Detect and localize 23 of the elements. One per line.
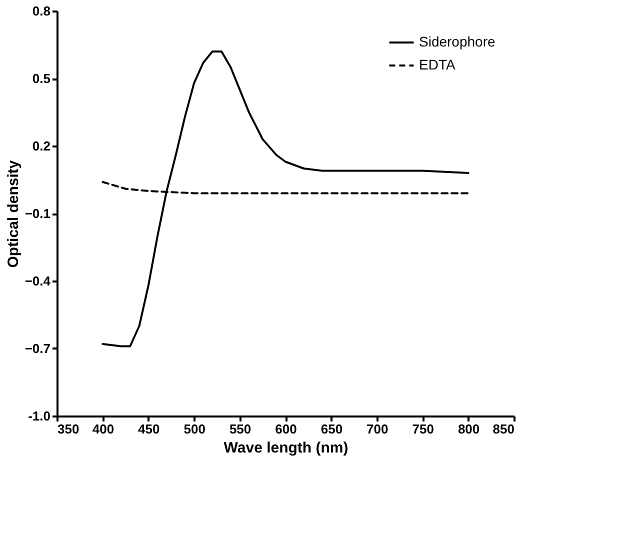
y-tick-label: 0.2 (32, 138, 50, 154)
x-tick-label: 550 (229, 422, 252, 436)
x-tick-label: 450 (138, 422, 160, 436)
x-tick-label: 750 (412, 422, 434, 436)
y-tick-label: 0.5 (32, 71, 50, 86)
y-axis-title: Optical density (4, 160, 22, 268)
x-tick-label: 400 (92, 422, 114, 436)
legend-label: Siderophore (419, 34, 496, 50)
x-tick-label: 800 (458, 422, 480, 436)
y-tick-label: −0.4 (24, 274, 52, 288)
x-tick-label: 350 (58, 422, 80, 436)
y-tick-label: 0.8 (32, 4, 50, 18)
y-tick-label: −0.7 (24, 341, 50, 356)
x-tick-label: 500 (184, 422, 206, 436)
x-tick-label: 850 (492, 422, 514, 436)
x-tick-label: 650 (320, 422, 343, 436)
x-axis-title: Wave length (nm) (224, 440, 348, 456)
y-tick-label: -1.0 (28, 408, 50, 424)
y-tick-label: −0.1 (24, 206, 50, 221)
line-series (102, 50, 470, 348)
legend-label: EDTA (419, 56, 456, 72)
x-tick-label: 600 (275, 422, 297, 436)
x-tick-label: 700 (366, 422, 388, 436)
